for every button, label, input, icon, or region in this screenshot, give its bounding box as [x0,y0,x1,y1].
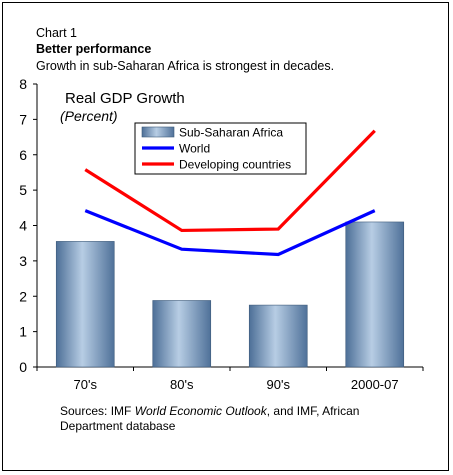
chart-title: Better performance [36,42,152,56]
line-developing-countries [84,129,376,233]
inner-chart-units: (Percent) [60,108,118,124]
y-tick-label: 6 [19,147,27,163]
x-tick-label: 70's [74,377,98,392]
y-tick-label: 4 [19,218,27,234]
x-tick-label: 80's [170,377,194,392]
bar-sub-saharan-africa [152,300,212,368]
legend: Sub-Saharan Africa World Developing countr… [134,122,307,175]
y-tick-label: 8 [19,76,27,92]
y-tick-label: 2 [19,288,27,304]
x-tick-label: 2000-07 [351,377,399,392]
source-suffix: , and IMF, African Department database [60,404,360,433]
legend-label-developing-countries: Developing countries [179,158,291,172]
x-tick-label: 90's [267,377,291,392]
y-tick-label: 3 [19,253,27,269]
y-tick-label: 5 [19,182,27,198]
inner-chart-title: Real GDP Growth [65,90,185,107]
y-tick-label: 0 [19,359,27,375]
legend-label-sub-saharan-africa: Sub-Saharan Africa [179,126,283,140]
sources-note: Sources: IMF World Economic Outlook, and… [60,404,420,434]
legend-swatch-sub-saharan-africa [141,126,175,138]
bar-sub-saharan-africa [55,241,115,368]
y-tick-label: 7 [19,111,27,127]
y-tick-label: 1 [19,324,27,340]
bar-sub-saharan-africa [345,221,405,368]
chart-subtitle: Growth in sub-Saharan Africa is stronges… [36,59,335,73]
source-prefix: Sources: IMF [60,404,135,418]
source-publication: World Economic Outlook [134,404,267,418]
bar-sub-saharan-africa [248,304,308,368]
legend-label-world: World [179,142,210,156]
chart-label: Chart 1 [36,26,77,40]
line-world [84,209,376,257]
